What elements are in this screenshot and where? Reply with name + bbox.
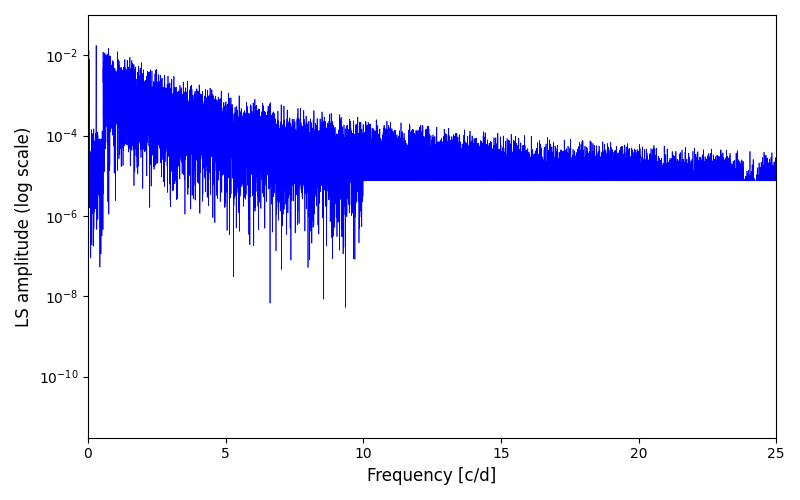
X-axis label: Frequency [c/d]: Frequency [c/d] [367,467,497,485]
Y-axis label: LS amplitude (log scale): LS amplitude (log scale) [15,126,33,326]
